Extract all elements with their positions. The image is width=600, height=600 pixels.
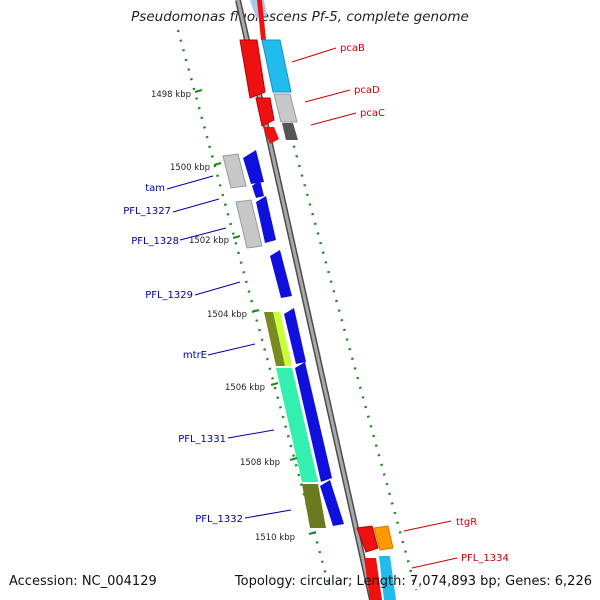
tick-label: 1504 kbp (207, 310, 247, 320)
tick-tracks (176, 29, 418, 591)
tick-mark (308, 531, 317, 535)
gene-blue-tam (243, 150, 264, 184)
reverse-gene-labels: tam PFL_1327 PFL_1328 PFL_1329 mtrE PFL_… (123, 175, 292, 525)
forward-genes (250, 0, 396, 600)
label-leader (179, 227, 227, 241)
gene-label-PFL_1334[interactable]: PFL_1334 (461, 553, 509, 564)
gene-blue-1327 (252, 180, 264, 198)
gene-aqua-1331 (276, 368, 318, 482)
tick-label: 1510 kbp (255, 533, 295, 543)
tick-label: 1508 kbp (240, 458, 280, 468)
gene-label-PFL_1331[interactable]: PFL_1331 (178, 434, 226, 445)
gene-red-1 (239, 39, 266, 99)
tick-mark (232, 235, 241, 239)
gene-gray-tam (222, 153, 247, 189)
gene-blue-1329 (270, 250, 292, 298)
label-leader (194, 281, 241, 296)
gene-label-pcaB[interactable]: pcaB (340, 43, 365, 54)
gene-ttgR-orange (373, 525, 394, 551)
gene-blue-mtrE (284, 308, 306, 364)
gene-label-pcaD[interactable]: pcaD (354, 85, 380, 96)
outer-dotted-track (260, 29, 418, 591)
gene-blue-1331 (295, 362, 332, 482)
gene-label-PFL_1332[interactable]: PFL_1332 (195, 514, 243, 525)
tick-label: 1500 kbp (170, 163, 210, 173)
gene-label-PFL_1329[interactable]: PFL_1329 (145, 290, 193, 301)
label-leader (411, 557, 458, 569)
inner-dotted-track (176, 29, 332, 591)
map-title: Pseudomonas fluorescens Pf-5, complete g… (131, 9, 469, 25)
ruler: 1498 kbp 1500 kbp 1502 kbp 1504 kbp 1506… (151, 89, 317, 543)
label-leader (244, 509, 292, 519)
tick-mark (289, 457, 298, 461)
gene-top-b (257, 0, 266, 40)
tick-mark (194, 89, 203, 93)
label-leader (304, 89, 351, 103)
gene-PFL_1334-cyan (379, 556, 396, 600)
gene-olive-1332 (302, 484, 326, 528)
gene-label-mtrE[interactable]: mtrE (183, 350, 207, 361)
summary-text: Topology: circular; Length: 7,074,893 bp… (234, 574, 592, 589)
gene-gray-1328 (235, 199, 263, 249)
gene-label-ttgR[interactable]: ttgR (456, 517, 477, 528)
label-leader (310, 112, 357, 126)
gene-red-3 (263, 127, 279, 144)
label-leader (207, 343, 256, 356)
tick-mark (251, 309, 260, 313)
tick-label: 1498 kbp (151, 90, 191, 100)
gene-label-PFL_1327[interactable]: PFL_1327 (123, 206, 171, 217)
tick-label: 1506 kbp (225, 383, 265, 393)
gene-pcaB-cyan (261, 39, 292, 93)
gene-blue-1332 (320, 480, 344, 526)
gene-label-tam[interactable]: tam (145, 183, 165, 194)
tick-mark (270, 382, 279, 386)
gene-red-2 (255, 97, 275, 127)
tick-label: 1502 kbp (189, 236, 229, 246)
gene-red-ttgR (356, 525, 379, 553)
gene-red-1334 (364, 558, 382, 600)
gene-pcaC-darkgray (282, 123, 298, 140)
label-leader (172, 198, 220, 213)
label-leader (227, 429, 275, 439)
label-leader (403, 520, 452, 532)
gene-lime-mtrE (273, 312, 292, 366)
label-leader (291, 47, 337, 63)
accession-text: Accession: NC_004129 (9, 574, 157, 589)
tick-mark (213, 162, 222, 166)
label-leader (166, 175, 214, 190)
gene-blue-1328 (256, 196, 276, 243)
gene-label-PFL_1328[interactable]: PFL_1328 (131, 236, 179, 247)
reverse-genes (222, 39, 382, 600)
forward-gene-labels: pcaB pcaD pcaC ttgR PFL_1334 (291, 43, 509, 569)
gene-pcaD-gray (273, 93, 298, 123)
gene-label-pcaC[interactable]: pcaC (360, 108, 385, 119)
